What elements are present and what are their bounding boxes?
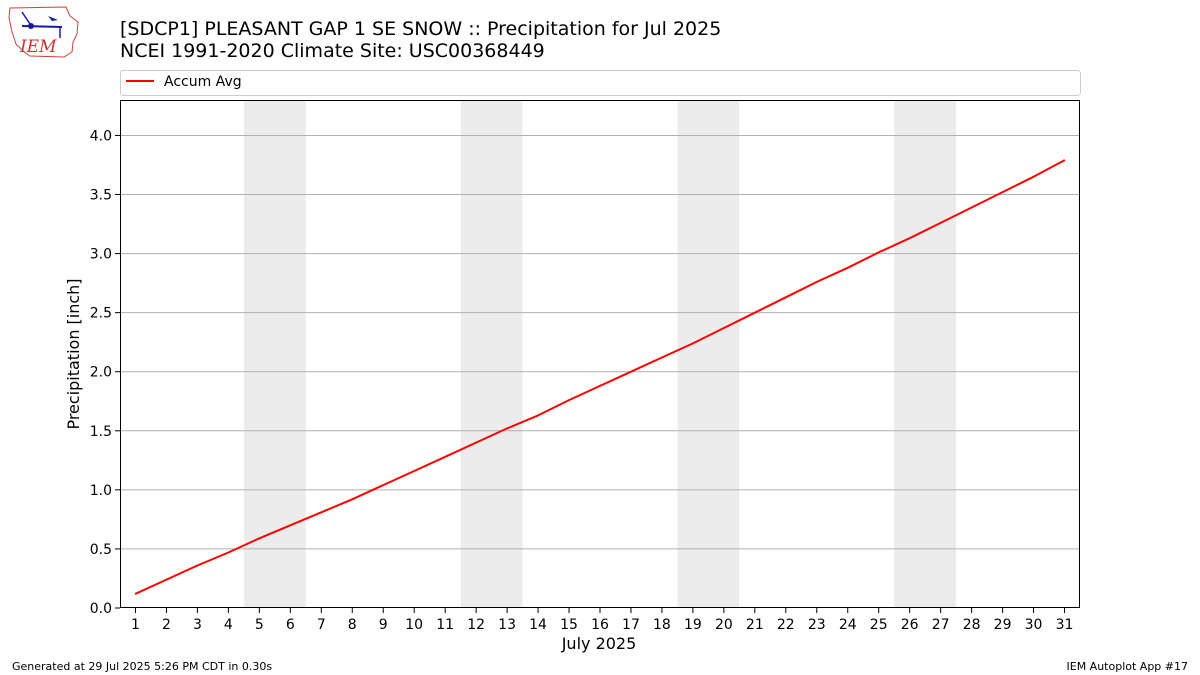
data-point <box>1063 159 1066 162</box>
weekend-band <box>894 100 957 608</box>
data-point <box>444 455 446 458</box>
data-point <box>382 484 385 486</box>
x-tick-label: 1 <box>131 617 140 633</box>
x-tick-label: 25 <box>870 617 888 633</box>
x-tick-label: 4 <box>224 617 233 633</box>
data-point <box>908 237 911 240</box>
iem-logo-text: IEM <box>19 37 57 57</box>
x-tick-label: 8 <box>348 617 357 633</box>
data-point <box>630 370 632 373</box>
y-tick-label: 4.0 <box>90 128 112 144</box>
x-tick-label: 24 <box>839 617 857 633</box>
x-tick-label: 3 <box>193 617 202 633</box>
legend-box <box>120 70 1081 96</box>
data-point <box>723 327 725 329</box>
y-tick-label: 3.5 <box>90 188 112 204</box>
data-point <box>258 537 261 540</box>
data-point <box>970 206 973 209</box>
data-point <box>754 311 756 314</box>
x-tick-label: 14 <box>529 617 547 633</box>
y-axis: 0.0 0.5 1.0 1.5 2.0 2.5 3.0 3.5 4.0 <box>90 128 120 617</box>
legend: Accum Avg <box>120 70 1081 96</box>
x-tick-label: 7 <box>317 617 326 633</box>
data-point <box>568 399 570 401</box>
weekend-bands <box>243 100 957 608</box>
y-axis-label: Precipitation [inch] <box>64 278 83 429</box>
data-point <box>599 385 601 387</box>
x-tick-label: 27 <box>932 617 950 633</box>
data-point <box>692 342 694 345</box>
data-point <box>289 524 292 527</box>
data-point <box>1032 175 1035 178</box>
data-point <box>815 281 818 283</box>
x-axis-label: July 2025 <box>561 634 637 653</box>
x-tick-label: 9 <box>379 617 388 633</box>
x-tick-label: 26 <box>901 617 919 633</box>
data-point <box>877 251 880 254</box>
plot-frame <box>120 100 1080 608</box>
legend-label-accum-avg: Accum Avg <box>164 74 242 90</box>
weekend-band <box>460 100 523 608</box>
data-point <box>537 414 539 417</box>
x-tick-label: 21 <box>746 617 764 633</box>
data-point <box>506 427 508 430</box>
x-axis: 1 2 3 4 5 6 7 8 9 10 11 12 13 14 15 16 17 18 19 20 21 22 23 24 2… <box>131 608 1073 633</box>
x-tick-label: 31 <box>1056 617 1074 633</box>
data-point <box>1001 191 1004 193</box>
footer-generated: Generated at 29 Jul 2025 5:26 PM CDT in … <box>12 660 272 673</box>
data-point <box>351 498 354 501</box>
data-point <box>785 296 787 299</box>
x-tick-label: 30 <box>1025 617 1043 633</box>
x-tick-label: 15 <box>560 617 578 633</box>
x-tick-label: 18 <box>653 617 671 633</box>
data-point <box>227 551 230 554</box>
x-tick-label: 29 <box>994 617 1012 633</box>
data-point <box>320 511 323 514</box>
x-tick-label: 5 <box>255 617 264 633</box>
x-tick-label: 10 <box>405 617 423 633</box>
chart-subtitle: NCEI 1991-2020 Climate Site: USC00368449 <box>120 40 545 62</box>
data-point <box>134 593 137 595</box>
x-tick-label: 28 <box>963 617 981 633</box>
footer-app: IEM Autoplot App #17 <box>1067 660 1189 673</box>
x-tick-label: 20 <box>715 617 733 633</box>
x-tick-label: 12 <box>467 617 485 633</box>
y-tick-label: 2.5 <box>90 306 112 322</box>
data-point <box>939 222 942 224</box>
x-tick-label: 22 <box>777 617 795 633</box>
weekend-band <box>677 100 740 608</box>
iem-logo-icon: IEM <box>8 6 79 58</box>
x-tick-label: 19 <box>684 617 702 633</box>
x-tick-label: 2 <box>162 617 171 633</box>
y-tick-label: 3.0 <box>90 247 112 263</box>
x-tick-label: 16 <box>591 617 609 633</box>
y-tick-label: 0.0 <box>90 601 112 617</box>
x-tick-label: 23 <box>808 617 826 633</box>
x-tick-label: 6 <box>286 617 295 633</box>
data-point <box>846 266 849 269</box>
data-point <box>413 470 415 472</box>
chart-title: [SDCP1] PLEASANT GAP 1 SE SNOW :: Precip… <box>120 18 721 40</box>
series-layer <box>134 159 1066 595</box>
grid-lines <box>120 134 1080 550</box>
y-tick-label: 0.5 <box>90 542 112 558</box>
x-tick-label: 11 <box>436 617 454 633</box>
data-point <box>165 578 168 581</box>
y-tick-label: 1.5 <box>90 424 112 440</box>
y-tick-label: 2.0 <box>90 365 112 381</box>
y-tick-label: 1.0 <box>90 483 112 499</box>
x-tick-label: 13 <box>498 617 516 633</box>
x-tick-label: 17 <box>622 617 640 633</box>
data-point <box>196 564 199 567</box>
data-point <box>661 356 663 359</box>
data-point <box>475 441 477 444</box>
